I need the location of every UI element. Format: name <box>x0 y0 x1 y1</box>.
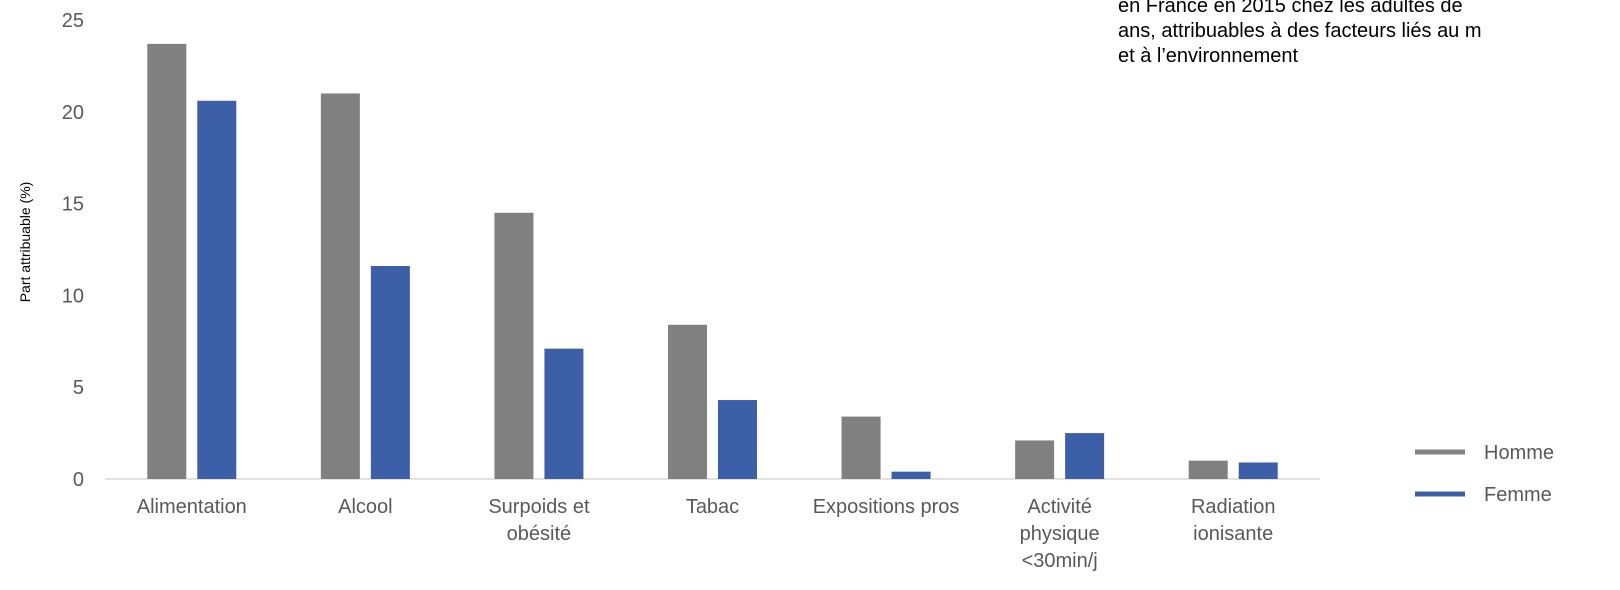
legend-label-femme: Femme <box>1484 484 1552 506</box>
bar-femme <box>544 348 584 479</box>
bar-femme <box>891 471 931 479</box>
y-axis: 0 5 10 15 20 25 <box>62 10 84 491</box>
y-tick-label: 25 <box>62 10 84 32</box>
bar-homme <box>494 212 534 479</box>
y-tick-label: 10 <box>62 285 84 307</box>
x-tick-label: Expositions pros <box>813 496 960 518</box>
bar-homme <box>320 93 360 479</box>
bar-homme <box>841 416 881 479</box>
bar-femme <box>197 100 237 479</box>
y-axis-label: Part attribuable (%) <box>17 182 33 303</box>
bar-homme <box>1188 460 1228 479</box>
bar-homme <box>668 324 707 479</box>
x-tick-label: Tabac <box>686 496 739 518</box>
y-tick-label: 20 <box>62 102 84 124</box>
bar-homme <box>147 43 187 479</box>
note-line: et à l’environnement <box>1118 45 1299 67</box>
bar-femme <box>370 266 410 479</box>
x-tick-label: Radiation <box>1191 496 1276 518</box>
x-tick-label: <30min/j <box>1022 550 1098 572</box>
y-tick-label: 15 <box>62 194 84 216</box>
legend: Homme Femme <box>1415 442 1554 506</box>
bar-femme <box>718 400 757 479</box>
y-tick-label: 0 <box>73 469 84 491</box>
note-line: ans, attribuables à des facteurs liés au… <box>1118 20 1482 42</box>
y-tick-label: 5 <box>73 377 84 399</box>
x-axis-labels: Alimentation Alcool Surpoids et obésité Taba… <box>137 496 1276 572</box>
legend-label-homme: Homme <box>1484 442 1554 464</box>
x-tick-label: physique <box>1020 523 1100 545</box>
x-tick-label: Activité <box>1027 496 1091 518</box>
bar-femme <box>1065 433 1105 479</box>
bars <box>147 43 1278 479</box>
x-tick-label: Alimentation <box>137 496 247 518</box>
chart-note: en France en 2015 chez les adultes de an… <box>1118 0 1620 74</box>
x-tick-label: Surpoids et <box>488 496 590 518</box>
x-tick-label: ionisante <box>1193 523 1273 545</box>
x-tick-label: Alcool <box>338 496 392 518</box>
x-tick-label: obésité <box>507 523 572 545</box>
bar-femme <box>1238 462 1278 479</box>
note-line: en France en 2015 chez les adultes de <box>1118 0 1463 17</box>
bar-homme <box>1015 440 1055 479</box>
